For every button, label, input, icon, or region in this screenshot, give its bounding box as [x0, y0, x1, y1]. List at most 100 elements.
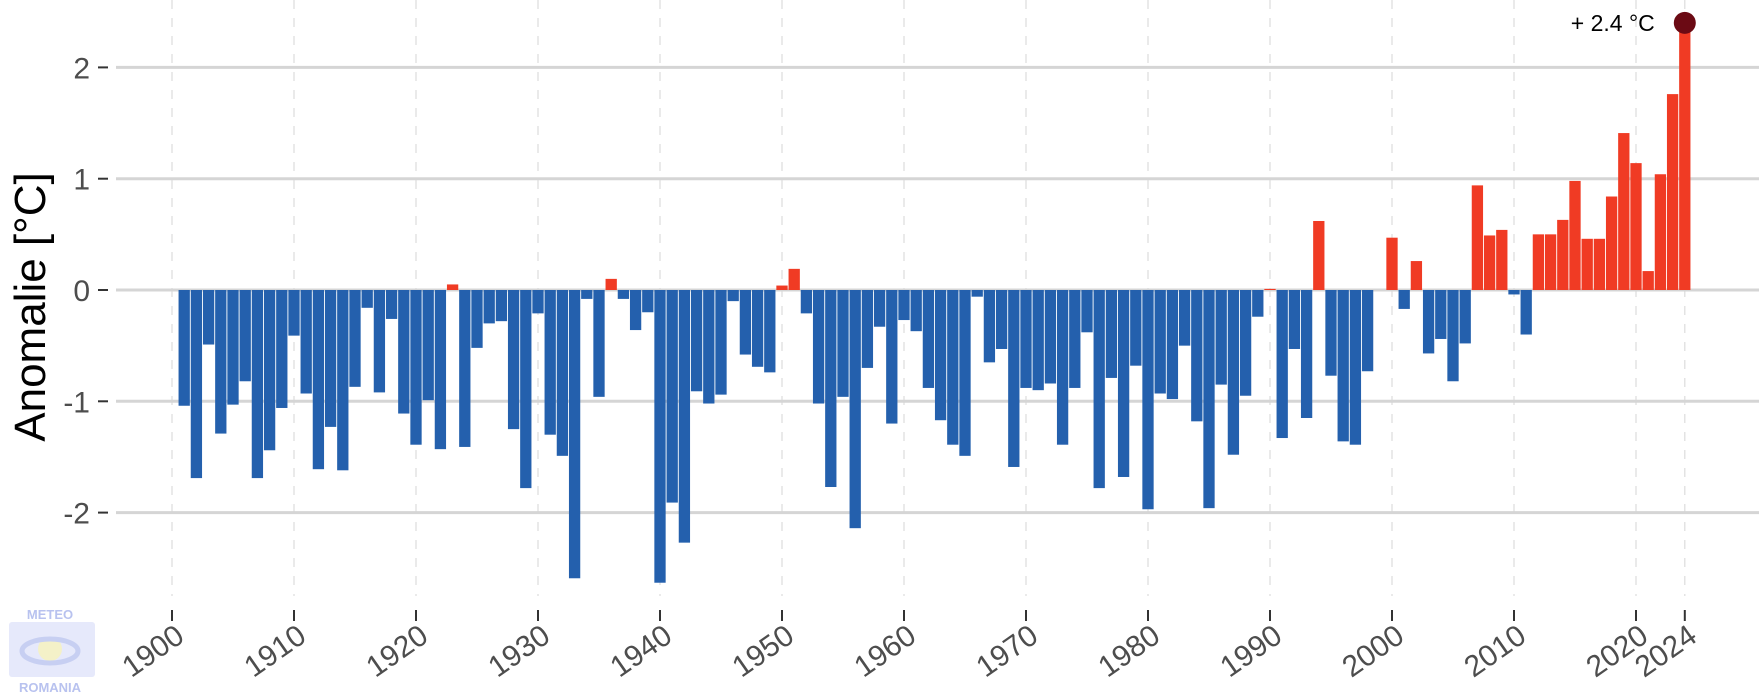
- bar: [1435, 290, 1447, 339]
- bar: [544, 290, 556, 435]
- bar: [617, 290, 630, 299]
- bar: [1471, 185, 1484, 290]
- bar: [1093, 290, 1105, 489]
- bar: [1483, 235, 1496, 290]
- bar: [666, 290, 678, 503]
- bar: [861, 290, 874, 368]
- bar: [1325, 290, 1337, 376]
- bar: [312, 290, 325, 470]
- x-tick-label: 1950: [726, 619, 800, 684]
- bar: [1166, 290, 1179, 400]
- bar: [837, 290, 849, 397]
- bar: [1276, 290, 1288, 439]
- bar: [1313, 220, 1325, 290]
- bar: [227, 290, 239, 405]
- meteo-romania-logo: METEO ROMANIA: [9, 607, 95, 695]
- bar: [1422, 290, 1435, 354]
- bar: [1288, 290, 1301, 349]
- bar: [800, 290, 813, 314]
- x-tick-label: 1900: [116, 619, 190, 684]
- bar: [239, 290, 251, 382]
- x-tick-label: 2010: [1458, 619, 1532, 684]
- bar: [715, 290, 727, 395]
- bar: [324, 290, 337, 427]
- bar: [1154, 290, 1166, 394]
- bar: [910, 290, 922, 332]
- bar: [520, 290, 532, 489]
- bar: [1532, 234, 1545, 290]
- bar: [1544, 234, 1557, 290]
- annotation-marker: [1673, 11, 1696, 34]
- bar: [1227, 290, 1240, 455]
- logo-sun-icon: [38, 637, 62, 661]
- bar: [483, 290, 495, 324]
- bar: [1130, 290, 1142, 366]
- bar: [703, 290, 715, 404]
- bar: [886, 290, 898, 424]
- bar: [1252, 290, 1264, 317]
- bar: [788, 268, 800, 290]
- bar: [1215, 290, 1227, 385]
- bar: [995, 290, 1008, 349]
- x-tick-label: 1960: [848, 619, 922, 684]
- bar: [556, 290, 569, 456]
- annotation-label: + 2.4 °C: [1571, 10, 1655, 36]
- bar: [1117, 290, 1130, 477]
- bar: [690, 290, 703, 392]
- bar: [288, 290, 300, 336]
- y-axis-ticks: 2 1 0 -1 -2: [63, 52, 108, 531]
- x-tick-label: 2000: [1336, 619, 1410, 684]
- bar: [825, 290, 837, 488]
- bar: [410, 290, 422, 445]
- bar: [605, 278, 617, 290]
- bar: [1105, 290, 1118, 378]
- bar: [1520, 290, 1532, 335]
- bar: [1642, 271, 1654, 290]
- bar: [1191, 290, 1203, 422]
- logo-text-top: METEO: [27, 607, 73, 622]
- bar: [922, 290, 935, 388]
- y-tick-label: -1: [63, 386, 90, 419]
- bar-series: [178, 22, 1691, 583]
- bar: [812, 290, 825, 404]
- y-tick-label: -2: [63, 498, 90, 531]
- bar: [1508, 290, 1520, 295]
- bar: [1203, 290, 1215, 509]
- bar: [1069, 290, 1081, 388]
- x-tick-label: 1990: [1214, 619, 1288, 684]
- bar: [385, 290, 398, 319]
- x-tick-label: 1940: [604, 619, 678, 684]
- bar: [1679, 22, 1691, 290]
- bar: [849, 290, 861, 529]
- bar: [507, 290, 520, 430]
- latest-value-annotation: + 2.4 °C: [1571, 10, 1696, 36]
- bar: [971, 290, 983, 297]
- bar: [1178, 290, 1191, 346]
- bar: [873, 290, 886, 327]
- bar: [1654, 174, 1667, 290]
- bar: [471, 290, 483, 348]
- bar: [1361, 290, 1374, 372]
- logo-text-bottom: ROMANIA: [19, 680, 82, 695]
- bar: [776, 285, 788, 290]
- bar: [568, 290, 581, 579]
- x-tick-label: 1970: [970, 619, 1044, 684]
- bar: [581, 290, 593, 299]
- bar: [727, 290, 739, 302]
- bar: [1459, 290, 1471, 344]
- bar: [532, 290, 544, 314]
- bar: [654, 290, 666, 583]
- bar: [1300, 290, 1313, 418]
- bar: [983, 290, 996, 363]
- bar: [1337, 290, 1349, 442]
- x-axis-ticks: 1900 1910 1920 1930 1940 1950 1960 1970 1980 1990…: [116, 610, 1703, 684]
- bar: [1666, 94, 1679, 290]
- bar: [1239, 290, 1252, 396]
- logo-ring-icon: [19, 636, 81, 666]
- x-tick-label: 1920: [360, 619, 434, 684]
- bar: [1008, 290, 1020, 467]
- bar: [263, 290, 276, 451]
- bar: [361, 290, 373, 308]
- bar: [1264, 288, 1276, 290]
